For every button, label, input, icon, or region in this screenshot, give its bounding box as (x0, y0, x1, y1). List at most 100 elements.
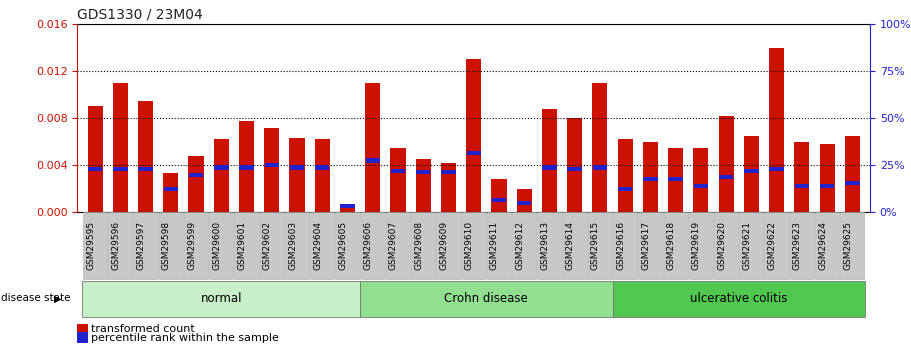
Text: GSM29599: GSM29599 (187, 221, 196, 270)
Text: Crohn disease: Crohn disease (445, 292, 528, 305)
FancyBboxPatch shape (184, 212, 209, 279)
Text: ulcerative colitis: ulcerative colitis (690, 292, 787, 305)
Text: GSM29606: GSM29606 (363, 221, 373, 270)
Bar (240, 166, 254, 170)
FancyBboxPatch shape (563, 212, 587, 279)
Bar (542, 109, 557, 212)
Bar (593, 166, 607, 170)
Text: GSM29605: GSM29605 (339, 221, 347, 270)
Text: GSM29614: GSM29614 (566, 221, 575, 270)
Text: GSM29616: GSM29616 (616, 221, 625, 270)
FancyBboxPatch shape (512, 212, 537, 279)
Text: GSM29608: GSM29608 (415, 221, 424, 270)
Bar (466, 151, 481, 156)
Bar (693, 148, 709, 212)
Bar (164, 187, 178, 191)
Bar (794, 142, 810, 212)
Text: GSM29621: GSM29621 (742, 221, 752, 270)
Bar (643, 177, 658, 181)
FancyBboxPatch shape (739, 212, 763, 279)
FancyBboxPatch shape (537, 212, 561, 279)
FancyBboxPatch shape (411, 212, 435, 279)
Bar (491, 179, 507, 212)
FancyBboxPatch shape (613, 212, 638, 279)
Bar (517, 201, 531, 205)
Bar (391, 148, 405, 212)
Text: GSM29607: GSM29607 (389, 221, 398, 270)
Text: GSM29619: GSM29619 (691, 221, 701, 270)
Text: GSM29611: GSM29611 (490, 221, 499, 270)
Text: GSM29595: GSM29595 (87, 221, 95, 270)
Text: GSM29609: GSM29609 (439, 221, 448, 270)
FancyBboxPatch shape (462, 212, 486, 279)
FancyBboxPatch shape (285, 212, 309, 279)
Bar (820, 144, 834, 212)
FancyBboxPatch shape (436, 212, 461, 279)
FancyBboxPatch shape (386, 212, 410, 279)
Bar (391, 169, 405, 173)
Bar (189, 172, 203, 177)
Bar (668, 148, 683, 212)
Text: transformed count: transformed count (91, 324, 195, 334)
Bar (113, 167, 128, 171)
FancyBboxPatch shape (689, 212, 713, 279)
FancyBboxPatch shape (588, 212, 612, 279)
Bar (87, 167, 102, 171)
Bar (466, 59, 481, 212)
FancyBboxPatch shape (663, 212, 688, 279)
Bar (341, 204, 354, 208)
Text: GSM29600: GSM29600 (212, 221, 221, 270)
Bar (314, 139, 330, 212)
Bar (618, 187, 632, 191)
Text: GDS1330 / 23M04: GDS1330 / 23M04 (77, 8, 203, 22)
Bar (693, 184, 708, 188)
FancyBboxPatch shape (210, 212, 233, 279)
Bar (189, 156, 204, 212)
FancyBboxPatch shape (815, 212, 839, 279)
Text: percentile rank within the sample: percentile rank within the sample (91, 333, 279, 343)
Bar (719, 116, 733, 212)
FancyBboxPatch shape (234, 212, 259, 279)
FancyBboxPatch shape (310, 212, 334, 279)
Text: GSM29623: GSM29623 (793, 221, 802, 270)
FancyBboxPatch shape (612, 282, 865, 317)
FancyBboxPatch shape (714, 212, 738, 279)
Bar (568, 118, 582, 212)
FancyBboxPatch shape (108, 212, 132, 279)
FancyBboxPatch shape (764, 212, 789, 279)
Bar (315, 166, 330, 170)
Bar (441, 163, 456, 212)
Bar (239, 120, 254, 212)
Bar (517, 189, 532, 212)
FancyBboxPatch shape (360, 282, 612, 317)
Bar (542, 166, 557, 170)
Bar (719, 175, 733, 179)
FancyBboxPatch shape (83, 282, 360, 317)
Text: disease state: disease state (1, 294, 70, 304)
Bar (743, 136, 759, 212)
FancyBboxPatch shape (83, 212, 107, 279)
Text: ▶: ▶ (55, 294, 62, 304)
Text: GSM29618: GSM29618 (667, 221, 676, 270)
FancyBboxPatch shape (335, 212, 360, 279)
Text: GSM29603: GSM29603 (288, 221, 297, 270)
FancyBboxPatch shape (840, 212, 865, 279)
Bar (845, 181, 860, 185)
Bar (669, 177, 683, 181)
Bar (87, 106, 103, 212)
Text: GSM29622: GSM29622 (768, 221, 776, 270)
Text: GSM29612: GSM29612 (516, 221, 524, 270)
Bar (844, 136, 860, 212)
Text: GSM29613: GSM29613 (540, 221, 549, 270)
Text: GSM29617: GSM29617 (641, 221, 650, 270)
Bar (214, 166, 229, 170)
FancyBboxPatch shape (790, 212, 814, 279)
Text: GSM29624: GSM29624 (818, 221, 827, 270)
Bar (643, 142, 658, 212)
Bar (138, 100, 153, 212)
Bar (290, 138, 304, 212)
Bar (113, 83, 128, 212)
Bar (492, 198, 507, 203)
Bar (770, 167, 783, 171)
Bar (264, 163, 279, 167)
